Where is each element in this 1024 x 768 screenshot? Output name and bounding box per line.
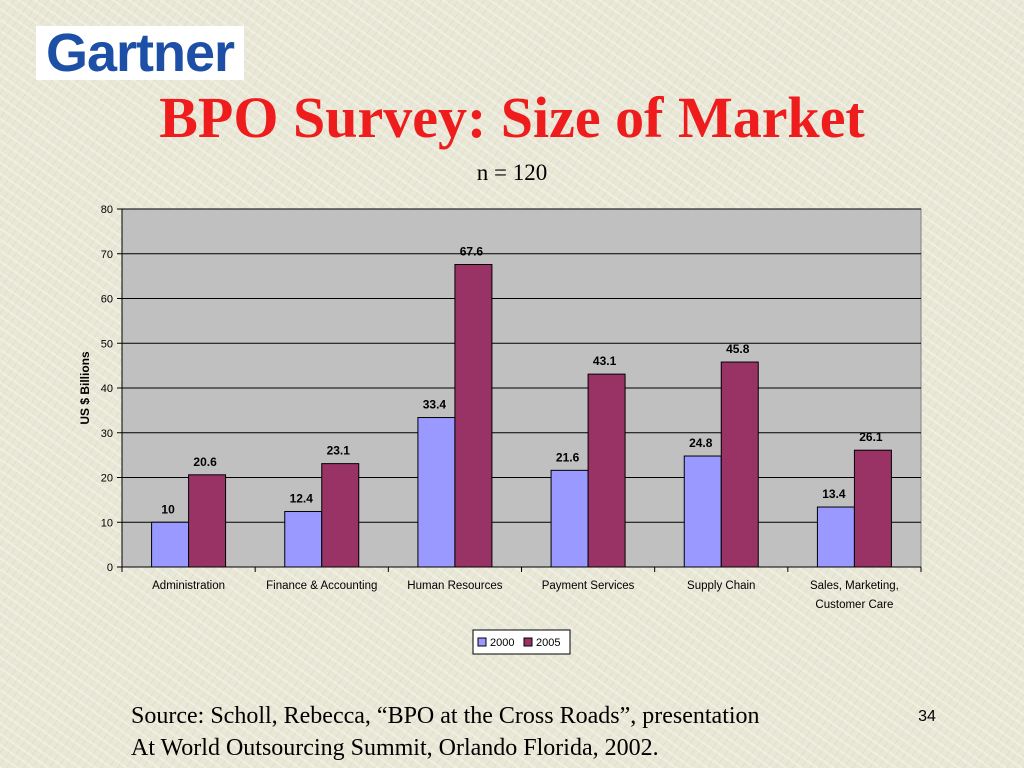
y-tick-label: 60 xyxy=(101,294,113,306)
data-label: 13.4 xyxy=(822,487,846,501)
data-label: 67.6 xyxy=(460,244,484,258)
data-label: 10 xyxy=(161,502,175,516)
x-category-label: Sales, Marketing, Customer Care xyxy=(810,580,899,611)
y-tick-label: 0 xyxy=(107,562,113,574)
y-tick-label: 10 xyxy=(101,517,113,529)
legend xyxy=(472,629,571,655)
y-tick-label: 80 xyxy=(101,204,113,216)
source-line-1: Source: Scholl, Rebecca, “BPO at the Cro… xyxy=(131,703,760,729)
x-category-label: Human Resources xyxy=(407,580,502,592)
page-number: 34 xyxy=(918,708,936,725)
source-citation: Source: Scholl, Rebecca, “BPO at the Cro… xyxy=(131,700,891,764)
x-category-label: Supply Chain xyxy=(687,580,755,592)
y-tick-label: 40 xyxy=(101,383,113,395)
bar-2005 xyxy=(188,474,227,568)
slide-title: BPO Survey: Size of Market xyxy=(159,85,865,150)
data-label: 24.8 xyxy=(689,436,713,450)
data-label: 21.6 xyxy=(556,450,580,464)
source-line-2: At World Outsourcing Summit, Orlando Flo… xyxy=(131,735,659,761)
gartner-logo: Gartner xyxy=(36,26,244,80)
bar-2000 xyxy=(550,469,589,568)
x-category-label: Administration xyxy=(152,580,225,592)
data-label: 45.8 xyxy=(726,342,750,356)
bar-2005 xyxy=(853,449,892,568)
legend-label-2005: 2005 xyxy=(536,637,560,649)
x-category-label: Finance & Accounting xyxy=(266,580,377,592)
data-label: 20.6 xyxy=(193,455,217,469)
bar-2005 xyxy=(454,263,493,568)
data-label: 23.1 xyxy=(327,444,351,458)
y-tick-label: 70 xyxy=(101,249,113,261)
bar-2000 xyxy=(816,506,855,568)
data-label: 12.4 xyxy=(290,492,314,506)
y-axis-label: US $ Billions xyxy=(78,351,92,425)
bar-2000 xyxy=(151,521,190,568)
logo-text: Gartner xyxy=(45,23,235,83)
bar-2005 xyxy=(587,373,626,568)
data-label: 43.1 xyxy=(593,354,617,368)
bar-2000 xyxy=(284,511,323,568)
slide-subtitle: n = 120 xyxy=(476,160,548,185)
bar-2000 xyxy=(417,417,456,568)
y-tick-label: 20 xyxy=(101,473,113,485)
legend-swatch-2005 xyxy=(523,637,533,647)
bar-2005 xyxy=(321,463,360,568)
data-label: 26.1 xyxy=(859,430,883,444)
bar-2000 xyxy=(683,455,722,568)
y-tick-label: 30 xyxy=(101,428,113,440)
bar-2005 xyxy=(720,361,759,568)
x-category-label: Payment Services xyxy=(542,580,635,592)
legend-swatch-2000 xyxy=(477,637,487,647)
legend-label-2000: 2000 xyxy=(490,637,514,649)
y-tick-label: 50 xyxy=(101,338,113,350)
data-label: 33.4 xyxy=(423,398,447,412)
